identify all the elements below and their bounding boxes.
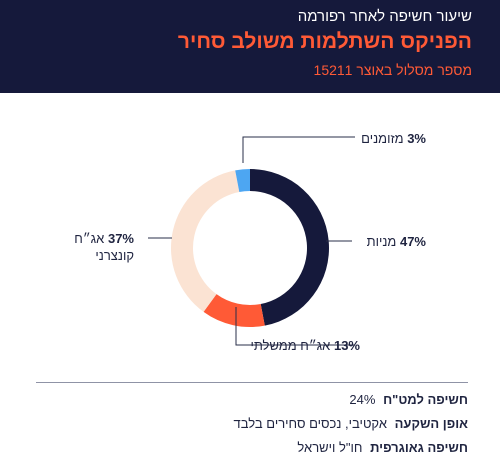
slice-stocks [250, 169, 329, 326]
cash-name: מזומנים [361, 131, 404, 146]
gov-bonds-name: אג״ח ממשלתי [250, 338, 331, 353]
leader-line-gov-bonds [235, 307, 355, 346]
investment-method-label: אופן השקעה [394, 416, 468, 431]
gov-bonds-label: 13% אג״ח ממשלתי [250, 337, 360, 354]
divider [36, 382, 468, 383]
geo-exposure-value: חו"ל וישראל [297, 440, 363, 455]
geo-exposure-row: חשיפה גאוגרפית חו"ל וישראל [297, 440, 468, 455]
corp-bonds-name-line2: קונצרני [95, 248, 134, 263]
donut-chart [148, 136, 355, 346]
geo-exposure-label: חשיפה גאוגרפית [370, 440, 468, 455]
corp-bonds-value: 37% [107, 231, 134, 246]
gov-bonds-value: 13% [333, 338, 360, 353]
header-banner: שיעור חשיפה לאחר רפורמה הפניקס השתלמות מ… [0, 0, 500, 93]
corp-bonds-label: 37% אג״ח קונצרני [74, 230, 134, 264]
corp-bonds-name-line1: אג״ח [74, 231, 105, 246]
track-number: מספר מסלול באוצר 15211 [313, 62, 472, 78]
cash-value: 3% [407, 131, 426, 146]
slice-gov-bonds [203, 294, 265, 327]
header-subtitle: שיעור חשיפה לאחר רפורמה [297, 8, 472, 25]
leader-line-cash [242, 136, 355, 163]
investment-method-row: אופן השקעה אקטיבי, נכסים סחירים בלבד [234, 416, 468, 431]
cash-label: 3% מזומנים [361, 130, 426, 147]
fx-exposure-value: 24% [349, 392, 376, 407]
stocks-name: מניות [366, 234, 397, 249]
fund-title: הפניקס השתלמות משולב סחיר [177, 30, 472, 53]
stocks-value: 47% [399, 234, 426, 249]
fx-exposure-row: חשיפה למט"ח 24% [349, 392, 468, 407]
stocks-label: 47% מניות [367, 233, 426, 250]
fx-exposure-label: חשיפה למט"ח [383, 392, 468, 407]
slice-cash [235, 169, 250, 193]
investment-method-value: אקטיבי, נכסים סחירים בלבד [233, 416, 387, 431]
slice-corp-bonds [171, 170, 240, 312]
